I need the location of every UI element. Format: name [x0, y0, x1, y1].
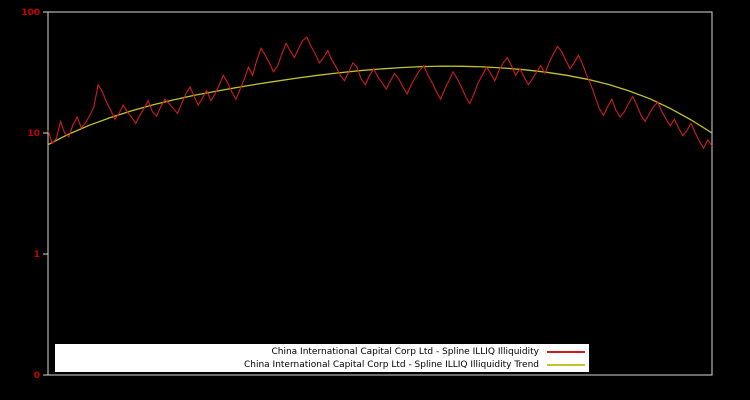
- legend: China International Capital Corp Ltd - S…: [55, 344, 589, 372]
- illiquidity-series-line: [47, 36, 713, 150]
- legend-item-trend: China International Capital Corp Ltd - S…: [59, 358, 585, 371]
- legend-line-sample-illiquidity: [547, 350, 585, 353]
- trend-series-line: [47, 65, 713, 146]
- y-tick-label: 10: [27, 129, 40, 139]
- legend-item-illiquidity: China International Capital Corp Ltd - S…: [59, 345, 585, 358]
- plot-border: [47, 11, 713, 376]
- legend-line-sample-trend: [547, 363, 585, 366]
- legend-label-illiquidity: China International Capital Corp Ltd - S…: [271, 346, 539, 357]
- y-tick-label: 100: [21, 8, 40, 18]
- y-tick-label: 0: [34, 371, 40, 381]
- legend-label-trend: China International Capital Corp Ltd - S…: [243, 359, 539, 370]
- y-tick-label: 1: [34, 250, 40, 260]
